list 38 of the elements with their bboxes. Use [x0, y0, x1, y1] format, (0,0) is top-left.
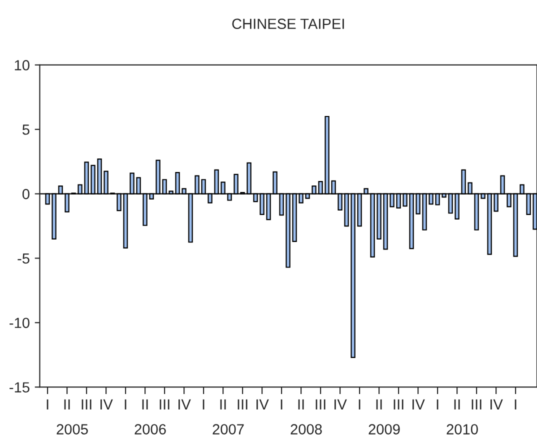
x-tick-label: IV	[490, 399, 503, 410]
x-tick-label: II	[142, 399, 148, 410]
y-tick-label: 5	[22, 124, 30, 135]
x-tick-label: III	[238, 399, 248, 410]
x-tick-label: I	[358, 399, 360, 410]
text: 2009	[368, 424, 400, 434]
x-tick-label: II	[376, 399, 382, 410]
text: 2005	[56, 424, 88, 434]
x-tick-label: IV	[334, 399, 347, 410]
x-tick-label: I	[202, 399, 204, 410]
x-tick-label: II	[64, 399, 70, 410]
x-tick-label: I	[46, 399, 48, 410]
x-tick-label: III	[82, 399, 92, 410]
x-tick-label: III	[394, 399, 404, 410]
x-tick-label: I	[514, 399, 516, 410]
text: 2008	[290, 424, 322, 434]
x-tick-label: II	[298, 399, 304, 410]
y-tick-label: 0	[22, 188, 30, 200]
y-tick-label: 10	[14, 60, 30, 70]
text: 2006	[134, 424, 166, 434]
x-tick-label: III	[472, 399, 482, 410]
x-tick-label: IV	[178, 399, 191, 410]
text: 2010	[446, 424, 478, 434]
x-tick-label: IV	[100, 399, 113, 410]
x-tick-label: I	[124, 399, 126, 410]
x-tick-label: I	[280, 399, 282, 410]
x-tick-label: III	[316, 399, 326, 410]
x-tick-label: I	[436, 399, 438, 410]
y-tick-label: -5	[18, 253, 30, 264]
x-tick-label: II	[220, 399, 226, 410]
y-tick-label: -10	[10, 318, 30, 328]
y-tick-label: -15	[10, 382, 30, 392]
x-tick-label: IV	[256, 399, 269, 410]
chart-title: CHINESE TAIPEI	[232, 18, 344, 29]
text: 2007	[212, 424, 244, 434]
x-tick-label: III	[160, 399, 170, 410]
x-tick-label: IV	[412, 399, 425, 410]
x-tick-label: II	[454, 399, 460, 410]
